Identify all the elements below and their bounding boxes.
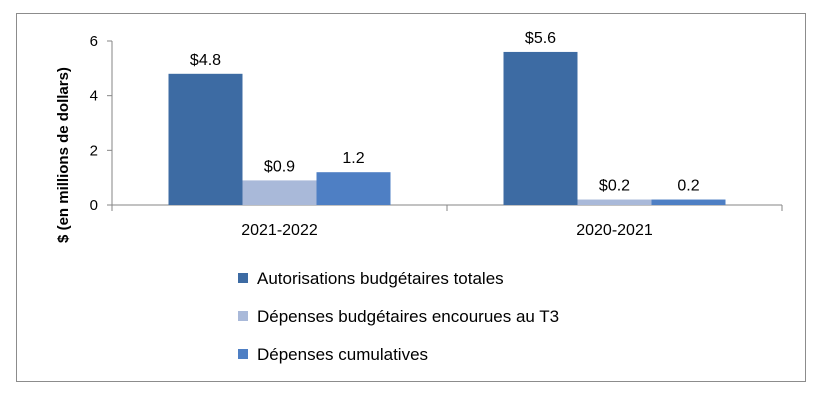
data-label: 1.2: [342, 150, 364, 167]
y-tick-label: 2: [90, 142, 98, 159]
legend-swatch-2: [238, 311, 248, 321]
bar-3-2: [651, 199, 726, 205]
y-tick-label: 6: [90, 33, 98, 50]
legend-label-1: Autorisations budgétaires totales: [257, 269, 504, 288]
x-category-label: 2021-2022: [241, 222, 318, 239]
y-tick-label: 4: [90, 88, 98, 105]
x-category-label: 2020-2021: [576, 222, 653, 239]
bar-2-2: [577, 199, 652, 205]
data-label: $4.8: [190, 52, 221, 69]
bar-2-1: [242, 180, 317, 205]
y-axis-label: $ (en millions de dollars): [55, 67, 72, 243]
chart-frame: [16, 13, 806, 382]
bar-1-1: [168, 73, 243, 205]
bar-3-1: [316, 172, 391, 205]
data-label: 0.2: [677, 178, 699, 195]
legend-label-3: Dépenses cumulatives: [257, 345, 428, 364]
bar-1-2: [503, 51, 578, 205]
data-label: $0.2: [599, 178, 630, 195]
legend-swatch-3: [238, 349, 248, 359]
legend-label-2: Dépenses budgétaires encourues au T3: [257, 307, 559, 326]
data-label: $0.9: [264, 158, 295, 175]
legend-swatch-1: [238, 273, 248, 283]
y-tick-label: 0: [90, 197, 98, 214]
data-label: $5.6: [525, 30, 556, 47]
